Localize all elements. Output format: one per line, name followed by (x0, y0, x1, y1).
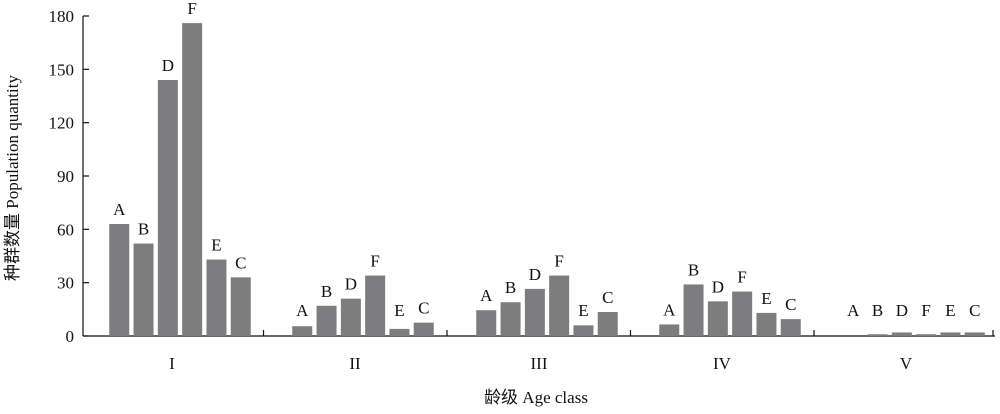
bar-V-E (940, 332, 961, 336)
bar-I-B (133, 243, 154, 336)
bar-label: D (529, 265, 541, 284)
bar-IV-C (780, 319, 801, 336)
bar-label: C (235, 253, 246, 272)
bar-label: F (370, 252, 379, 271)
x-category-label: V (900, 354, 913, 373)
bar-I-D (157, 80, 178, 336)
bar-label: A (113, 200, 126, 219)
bar-label: D (896, 301, 908, 320)
bar-V-C (964, 332, 985, 336)
bar-V-D (891, 332, 912, 336)
bar-label: B (872, 301, 883, 320)
bar-label: E (211, 236, 221, 255)
bar-label: A (296, 301, 309, 320)
bar-III-D (524, 288, 545, 336)
bar-IV-B (683, 284, 704, 336)
bar-IV-D (707, 301, 728, 336)
y-tick-label: 0 (66, 327, 75, 346)
bar-I-A (109, 224, 130, 336)
bar-II-F (365, 275, 386, 336)
bar-III-E (573, 325, 594, 336)
bar-label: A (663, 300, 676, 319)
bar-label: D (345, 275, 357, 294)
y-tick-label: 120 (49, 114, 75, 133)
bar-label: B (688, 260, 699, 279)
x-category-label: II (349, 354, 361, 373)
bar-label: C (969, 301, 980, 320)
bar-V-F (916, 334, 937, 336)
bar-label: C (602, 288, 613, 307)
bar-label: B (138, 220, 149, 239)
bar-label: C (418, 299, 429, 318)
y-tick-label: 30 (57, 274, 74, 293)
bar-III-C (597, 312, 618, 336)
bar-label: E (578, 301, 588, 320)
y-tick-label: 180 (49, 7, 75, 26)
bar-I-C (230, 277, 251, 336)
bar-label: F (554, 252, 563, 271)
bar-label: D (712, 277, 724, 296)
bar-label: E (945, 301, 955, 320)
x-category-label: IV (713, 354, 732, 373)
y-axis-title: 种群数量 Population quantity (3, 75, 22, 281)
bar-II-A (292, 326, 313, 336)
bar-IV-F (732, 291, 753, 336)
bar-III-F (549, 275, 570, 336)
bar-label: E (761, 289, 771, 308)
y-tick-label: 150 (49, 60, 75, 79)
bar-II-C (413, 322, 434, 336)
bar-IV-A (659, 324, 680, 336)
x-category-label: I (169, 354, 175, 373)
bar-II-B (316, 305, 337, 336)
bar-II-D (340, 298, 361, 336)
bar-III-B (500, 302, 521, 336)
bar-label: E (394, 301, 404, 320)
bar-V-B (867, 334, 888, 336)
bar-label: A (847, 301, 860, 320)
y-tick-label: 60 (57, 220, 74, 239)
y-tick-label: 90 (57, 167, 74, 186)
x-axis-title: 龄级 Age class (484, 388, 588, 407)
bar-II-E (389, 328, 410, 336)
bar-label: F (921, 301, 930, 320)
bars (109, 23, 985, 336)
bar-label: B (321, 282, 332, 301)
bar-label: B (505, 278, 516, 297)
bar-I-E (206, 259, 227, 336)
bar-I-F (182, 23, 203, 336)
bar-label: F (737, 268, 746, 287)
bar-IV-E (756, 312, 777, 336)
x-category-label: III (531, 354, 548, 373)
bar-label: D (162, 56, 174, 75)
bar-label: C (785, 295, 796, 314)
bar-label: A (480, 286, 493, 305)
bar-label: F (187, 0, 196, 18)
bar-III-A (476, 310, 497, 336)
